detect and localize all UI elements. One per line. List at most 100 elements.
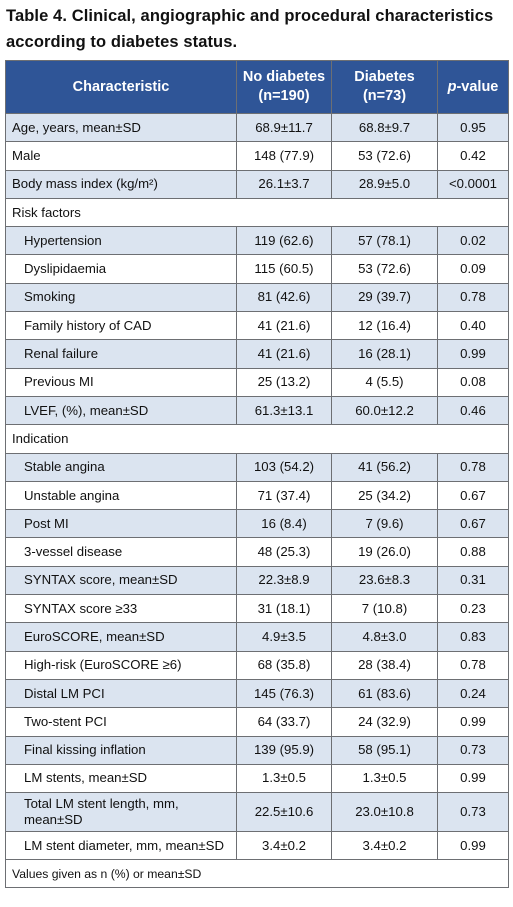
- table-row: Family history of CAD 41 (21.6) 12 (16.4) 0…: [5, 311, 509, 341]
- table-row: Distal LM PCI 145 (76.3) 61 (83.6) 0.24: [5, 678, 509, 709]
- cell-diabetes: 12 (16.4): [331, 311, 438, 341]
- section-row: Risk factors: [5, 197, 509, 228]
- cell-diabetes: 61 (83.6): [331, 678, 438, 709]
- cell-p-value: 0.88: [437, 537, 509, 567]
- row-label: Post MI: [5, 509, 237, 539]
- row-label: Age, years, mean±SD: [5, 112, 237, 143]
- row-label: Distal LM PCI: [5, 678, 237, 709]
- cell-diabetes: 7 (10.8): [331, 594, 438, 624]
- header-p-value: p-value: [437, 60, 509, 114]
- cell-no-diabetes: 145 (76.3): [236, 678, 332, 709]
- cell-p-value: 0.67: [437, 480, 509, 511]
- table-row: LM stents, mean±SD 1.3±0.5 1.3±0.5 0.99: [5, 763, 509, 794]
- table-caption: Table 4. Clinical, angiographic and proc…: [5, 0, 508, 55]
- cell-p-value: 0.23: [437, 594, 509, 624]
- cell-diabetes: 7 (9.6): [331, 509, 438, 539]
- row-label: Renal failure: [5, 339, 237, 369]
- row-label: SYNTAX score, mean±SD: [5, 565, 237, 596]
- row-label: SYNTAX score ≥33: [5, 594, 237, 624]
- cell-p-value: 0.02: [437, 226, 509, 256]
- table-row: Stable angina 103 (54.2) 41 (56.2) 0.78: [5, 452, 509, 482]
- cell-p-value: 0.73: [437, 792, 509, 833]
- table-row: Smoking 81 (42.6) 29 (39.7) 0.78: [5, 282, 509, 313]
- cell-no-diabetes: 22.5±10.6: [236, 792, 332, 833]
- caption-line-2: according to diabetes status.: [6, 33, 238, 51]
- cell-no-diabetes: 26.1±3.7: [236, 169, 332, 199]
- table-row: Dyslipidaemia 115 (60.5) 53 (72.6) 0.09: [5, 254, 509, 284]
- cell-p-value: 0.99: [437, 707, 509, 737]
- cell-diabetes: 60.0±12.2: [331, 395, 438, 426]
- cell-p-value: 0.78: [437, 452, 509, 482]
- cell-p-value: 0.09: [437, 254, 509, 284]
- cell-no-diabetes: 119 (62.6): [236, 226, 332, 256]
- caption-line-1: Table 4. Clinical, angiographic and proc…: [6, 7, 494, 25]
- row-label: High-risk (EuroSCORE ≥6): [5, 650, 237, 680]
- table-row: SYNTAX score, mean±SD 22.3±8.9 23.6±8.3 0.3…: [5, 565, 509, 596]
- header-diabetes-n: (n=73): [362, 88, 407, 104]
- cell-no-diabetes: 22.3±8.9: [236, 565, 332, 596]
- cell-no-diabetes: 148 (77.9): [236, 141, 332, 171]
- cell-no-diabetes: 81 (42.6): [236, 282, 332, 313]
- cell-diabetes: 3.4±0.2: [331, 831, 438, 861]
- footnote-row: Values given as n (%) or mean±SD: [5, 859, 509, 889]
- cell-no-diabetes: 4.9±3.5: [236, 622, 332, 652]
- table-row: Body mass index (kg/m²) 26.1±3.7 28.9±5.0 <…: [5, 169, 509, 199]
- cell-diabetes: 58 (95.1): [331, 735, 438, 765]
- cell-diabetes: 1.3±0.5: [331, 763, 438, 794]
- table-row: Unstable angina 71 (37.4) 25 (34.2) 0.67: [5, 480, 509, 511]
- row-label: Unstable angina: [5, 480, 237, 511]
- cell-diabetes: 28 (38.4): [331, 650, 438, 680]
- table-figure: Table 4. Clinical, angiographic and proc…: [5, 0, 509, 889]
- cell-no-diabetes: 61.3±13.1: [236, 395, 332, 426]
- header-no-diabetes-n: (n=190): [258, 88, 310, 104]
- section-label: Risk factors: [5, 197, 509, 228]
- cell-no-diabetes: 41 (21.6): [236, 311, 332, 341]
- row-label: Final kissing inflation: [5, 735, 237, 765]
- table-footnote: Values given as n (%) or mean±SD: [5, 859, 509, 889]
- cell-diabetes: 25 (34.2): [331, 480, 438, 511]
- table-row: Final kissing inflation 139 (95.9) 58 (95.…: [5, 735, 509, 765]
- row-label: Total LM stent length, mm, mean±SD: [5, 792, 237, 833]
- table-row: EuroSCORE, mean±SD 4.9±3.5 4.8±3.0 0.83: [5, 622, 509, 652]
- cell-no-diabetes: 68 (35.8): [236, 650, 332, 680]
- cell-no-diabetes: 71 (37.4): [236, 480, 332, 511]
- cell-p-value: 0.95: [437, 112, 509, 143]
- table-row: SYNTAX score ≥33 31 (18.1) 7 (10.8) 0.23: [5, 594, 509, 624]
- cell-no-diabetes: 115 (60.5): [236, 254, 332, 284]
- cell-no-diabetes: 64 (33.7): [236, 707, 332, 737]
- row-label: Previous MI: [5, 367, 237, 397]
- cell-no-diabetes: 1.3±0.5: [236, 763, 332, 794]
- cell-no-diabetes: 41 (21.6): [236, 339, 332, 369]
- cell-no-diabetes: 139 (95.9): [236, 735, 332, 765]
- row-label: LVEF, (%), mean±SD: [5, 395, 237, 426]
- cell-no-diabetes: 16 (8.4): [236, 509, 332, 539]
- table-row: LM stent diameter, mm, mean±SD 3.4±0.2 3.4…: [5, 831, 509, 861]
- cell-no-diabetes: 48 (25.3): [236, 537, 332, 567]
- cell-diabetes: 68.8±9.7: [331, 112, 438, 143]
- cell-diabetes: 41 (56.2): [331, 452, 438, 482]
- section-row: Indication: [5, 424, 509, 454]
- cell-p-value: 0.31: [437, 565, 509, 596]
- header-characteristic: Characteristic: [5, 60, 237, 114]
- cell-p-value: 0.78: [437, 650, 509, 680]
- cell-p-value: 0.67: [437, 509, 509, 539]
- row-label: Dyslipidaemia: [5, 254, 237, 284]
- row-label: 3-vessel disease: [5, 537, 237, 567]
- cell-p-value: 0.78: [437, 282, 509, 313]
- table-row: Two-stent PCI 64 (33.7) 24 (32.9) 0.99: [5, 707, 509, 737]
- cell-no-diabetes: 103 (54.2): [236, 452, 332, 482]
- section-label: Indication: [5, 424, 509, 454]
- cell-diabetes: 4 (5.5): [331, 367, 438, 397]
- row-label: LM stents, mean±SD: [5, 763, 237, 794]
- table-row: Hypertension 119 (62.6) 57 (78.1) 0.02: [5, 226, 509, 256]
- header-p-rest: -value: [456, 78, 499, 95]
- row-label: Male: [5, 141, 237, 171]
- cell-diabetes: 53 (72.6): [331, 141, 438, 171]
- cell-p-value: 0.83: [437, 622, 509, 652]
- cell-diabetes: 29 (39.7): [331, 282, 438, 313]
- cell-diabetes: 16 (28.1): [331, 339, 438, 369]
- row-label: Two-stent PCI: [5, 707, 237, 737]
- cell-diabetes: 23.0±10.8: [331, 792, 438, 833]
- header-diabetes: Diabetes (n=73): [331, 60, 438, 114]
- cell-no-diabetes: 31 (18.1): [236, 594, 332, 624]
